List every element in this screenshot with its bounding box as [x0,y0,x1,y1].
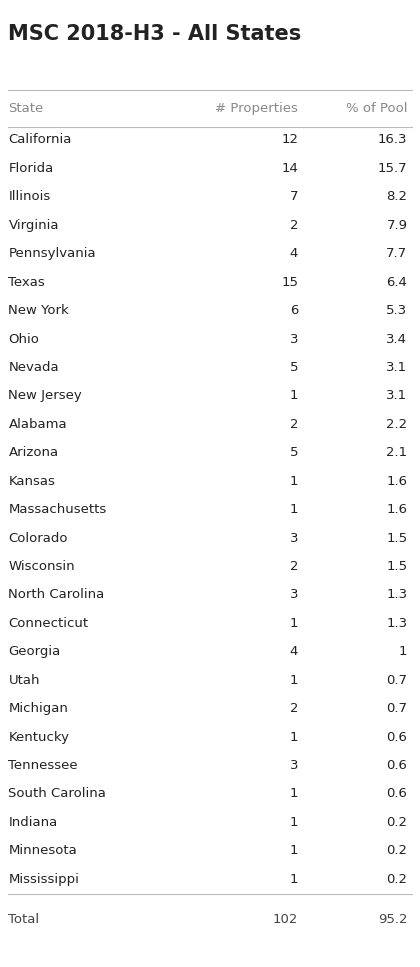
Text: Kentucky: Kentucky [8,731,69,744]
Text: Texas: Texas [8,276,45,288]
Text: 4: 4 [290,248,298,260]
Text: Pennsylvania: Pennsylvania [8,248,96,260]
Text: Alabama: Alabama [8,418,67,431]
Text: Minnesota: Minnesota [8,844,77,858]
Text: 1.3: 1.3 [386,589,407,601]
Text: State: State [8,102,44,114]
Text: Florida: Florida [8,161,54,175]
Text: 1: 1 [290,503,298,516]
Text: Michigan: Michigan [8,702,68,716]
Text: Mississippi: Mississippi [8,873,79,886]
Text: 5: 5 [290,446,298,459]
Text: Tennessee: Tennessee [8,759,78,772]
Text: 95.2: 95.2 [378,913,407,925]
Text: Total: Total [8,913,39,925]
Text: 6: 6 [290,304,298,317]
Text: 16.3: 16.3 [378,133,407,146]
Text: 7: 7 [290,190,298,203]
Text: 15: 15 [281,276,298,288]
Text: 1.6: 1.6 [386,503,407,516]
Text: 0.7: 0.7 [386,702,407,716]
Text: 12: 12 [281,133,298,146]
Text: 1.3: 1.3 [386,617,407,630]
Text: 102: 102 [273,913,298,925]
Text: 1: 1 [290,475,298,487]
Text: 1: 1 [399,645,407,659]
Text: New Jersey: New Jersey [8,390,82,402]
Text: Arizona: Arizona [8,446,58,459]
Text: Colorado: Colorado [8,532,68,544]
Text: 14: 14 [281,161,298,175]
Text: 4: 4 [290,645,298,659]
Text: California: California [8,133,72,146]
Text: Utah: Utah [8,674,40,687]
Text: 8.2: 8.2 [386,190,407,203]
Text: 1: 1 [290,873,298,886]
Text: Nevada: Nevada [8,361,59,374]
Text: 0.2: 0.2 [386,816,407,829]
Text: 3.1: 3.1 [386,361,407,374]
Text: Indiana: Indiana [8,816,58,829]
Text: Ohio: Ohio [8,333,39,345]
Text: Illinois: Illinois [8,190,51,203]
Text: 3: 3 [290,532,298,544]
Text: 1: 1 [290,787,298,801]
Text: 0.7: 0.7 [386,674,407,687]
Text: MSC 2018-H3 - All States: MSC 2018-H3 - All States [8,24,302,44]
Text: 3: 3 [290,759,298,772]
Text: 1: 1 [290,674,298,687]
Text: 1: 1 [290,390,298,402]
Text: Wisconsin: Wisconsin [8,560,75,573]
Text: 1: 1 [290,816,298,829]
Text: 1.6: 1.6 [386,475,407,487]
Text: 15.7: 15.7 [378,161,407,175]
Text: 0.2: 0.2 [386,873,407,886]
Text: 1: 1 [290,731,298,744]
Text: 0.2: 0.2 [386,844,407,858]
Text: 3.1: 3.1 [386,390,407,402]
Text: 0.6: 0.6 [386,787,407,801]
Text: % of Pool: % of Pool [346,102,407,114]
Text: Virginia: Virginia [8,219,59,232]
Text: Connecticut: Connecticut [8,617,89,630]
Text: 1: 1 [290,844,298,858]
Text: South Carolina: South Carolina [8,787,106,801]
Text: # Properties: # Properties [215,102,298,114]
Text: 7.7: 7.7 [386,248,407,260]
Text: 2.2: 2.2 [386,418,407,431]
Text: 3: 3 [290,589,298,601]
Text: 2: 2 [290,560,298,573]
Text: 6.4: 6.4 [386,276,407,288]
Text: Massachusetts: Massachusetts [8,503,107,516]
Text: New York: New York [8,304,69,317]
Text: 1.5: 1.5 [386,560,407,573]
Text: 2: 2 [290,702,298,716]
Text: 3: 3 [290,333,298,345]
Text: 0.6: 0.6 [386,759,407,772]
Text: 2.1: 2.1 [386,446,407,459]
Text: 2: 2 [290,418,298,431]
Text: Kansas: Kansas [8,475,55,487]
Text: 2: 2 [290,219,298,232]
Text: 5.3: 5.3 [386,304,407,317]
Text: 7.9: 7.9 [386,219,407,232]
Text: Georgia: Georgia [8,645,60,659]
Text: 1: 1 [290,617,298,630]
Text: 1.5: 1.5 [386,532,407,544]
Text: 5: 5 [290,361,298,374]
Text: 0.6: 0.6 [386,731,407,744]
Text: North Carolina: North Carolina [8,589,105,601]
Text: 3.4: 3.4 [386,333,407,345]
